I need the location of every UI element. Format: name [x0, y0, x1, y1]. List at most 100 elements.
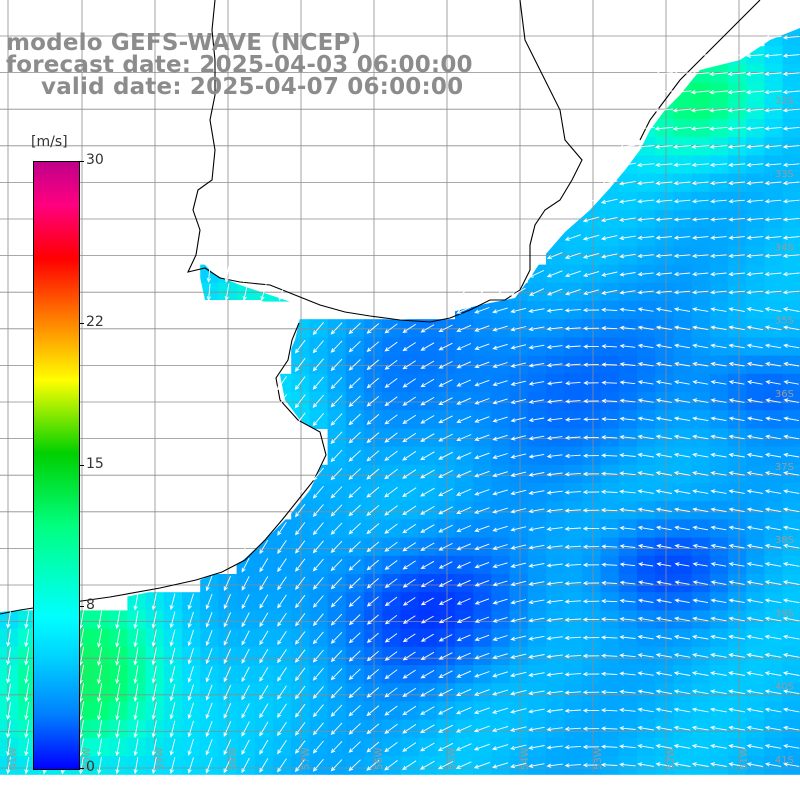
- wind-arrow: [6, 611, 11, 629]
- wind-arrow: [295, 613, 306, 627]
- wind-arrow: [564, 362, 581, 368]
- wind-arrow: [655, 398, 672, 403]
- wind-arrow: [348, 504, 361, 517]
- wind-arrow: [294, 394, 306, 409]
- wind-arrow: [637, 471, 654, 476]
- wind-arrow: [746, 180, 764, 186]
- wind-arrow: [600, 216, 618, 223]
- wind-arrow: [169, 629, 176, 647]
- wind-arrow: [510, 744, 527, 751]
- wind-arrow: [673, 653, 691, 658]
- wind-arrow: [294, 685, 306, 700]
- wind-arrow: [187, 738, 194, 756]
- wind-arrow: [728, 235, 745, 240]
- wind-arrow: [654, 126, 674, 131]
- wind-arrow: [312, 322, 324, 336]
- wind-arrow: [673, 253, 691, 259]
- latitude-label: 39S: [775, 608, 794, 619]
- wind-arrow: [637, 707, 654, 713]
- wind-arrow: [619, 434, 636, 440]
- wind-arrow: [348, 668, 361, 681]
- wind-arrow: [764, 671, 782, 676]
- wind-arrow: [510, 599, 527, 605]
- wind-arrow: [673, 217, 691, 222]
- wind-arrow: [655, 416, 672, 422]
- wind-arrow: [564, 252, 581, 259]
- wind-arrow: [474, 452, 490, 460]
- wind-arrow: [277, 740, 287, 755]
- wind-arrow: [384, 487, 398, 498]
- wind-arrow: [510, 344, 527, 350]
- wind-arrow: [764, 253, 782, 259]
- wind-arrow: [637, 634, 654, 640]
- wind-arrow: [510, 653, 527, 660]
- wind-arrow: [582, 234, 600, 241]
- wind-arrow: [510, 362, 527, 368]
- wind-arrow: [782, 53, 800, 58]
- wind-arrow: [728, 598, 745, 604]
- wind-arrow: [348, 395, 361, 408]
- wind-arrow: [619, 671, 636, 676]
- wind-arrow: [384, 432, 398, 443]
- wind-arrow: [692, 489, 709, 494]
- wind-arrow: [330, 395, 343, 408]
- wind-arrow: [673, 199, 691, 204]
- wind-arrow: [115, 646, 121, 666]
- latitude-label: 35S: [775, 316, 794, 327]
- wind-arrow: [690, 108, 710, 113]
- wind-arrow: [601, 580, 618, 586]
- wind-arrow: [402, 378, 416, 388]
- wind-arrow: [583, 362, 599, 367]
- wind-arrow: [420, 706, 435, 715]
- wind-arrow: [510, 671, 527, 678]
- wind-arrow: [674, 525, 690, 531]
- wind-arrow: [438, 561, 453, 569]
- longitude-label: 59W: [155, 747, 166, 770]
- wind-arrow: [637, 253, 654, 259]
- wind-arrow: [294, 376, 306, 391]
- wind-arrow: [133, 610, 139, 630]
- wind-arrow: [24, 665, 30, 684]
- longitude-label: 53W: [593, 747, 604, 770]
- wind-arrow: [783, 689, 800, 695]
- wind-arrow: [509, 726, 527, 732]
- wind-arrow: [727, 90, 746, 95]
- wind-arrow: [709, 144, 728, 149]
- wind-arrow: [619, 562, 636, 567]
- wind-arrow: [565, 399, 581, 404]
- wind-arrow: [618, 199, 636, 204]
- wind-arrow: [294, 740, 306, 754]
- wind-arrow: [546, 490, 563, 495]
- wind-arrow: [655, 507, 672, 513]
- wind-arrow: [510, 580, 527, 587]
- wind-arrow: [601, 325, 618, 331]
- wind-arrow: [348, 650, 361, 662]
- wind-arrow: [564, 763, 582, 768]
- wind-arrow: [420, 506, 435, 515]
- wind-arrow: [348, 522, 361, 535]
- wind-arrow: [24, 720, 30, 739]
- wind-arrow: [600, 489, 618, 494]
- wind-arrow: [582, 489, 600, 495]
- wind-arrow: [673, 725, 691, 731]
- wind-arrow: [437, 742, 454, 751]
- wind-arrow: [312, 522, 324, 536]
- wind-arrow: [765, 434, 781, 440]
- latitude-label: 37S: [775, 462, 794, 473]
- wind-arrow: [241, 703, 250, 719]
- wind-arrow: [24, 647, 30, 666]
- wind-arrow: [692, 271, 709, 277]
- wind-arrow: [402, 597, 416, 606]
- wind-arrow: [546, 690, 563, 695]
- wind-arrow: [366, 614, 379, 625]
- wind-arrow: [601, 562, 618, 567]
- wind-arrow: [782, 652, 800, 658]
- wind-arrow: [636, 126, 655, 131]
- wind-arrow: [637, 671, 654, 676]
- coastline: [0, 0, 761, 615]
- wind-arrow: [582, 562, 600, 568]
- longitude-label: 57W: [301, 747, 312, 770]
- wind-arrow: [402, 633, 416, 643]
- wind-arrow: [384, 687, 398, 698]
- wind-arrow: [241, 539, 250, 555]
